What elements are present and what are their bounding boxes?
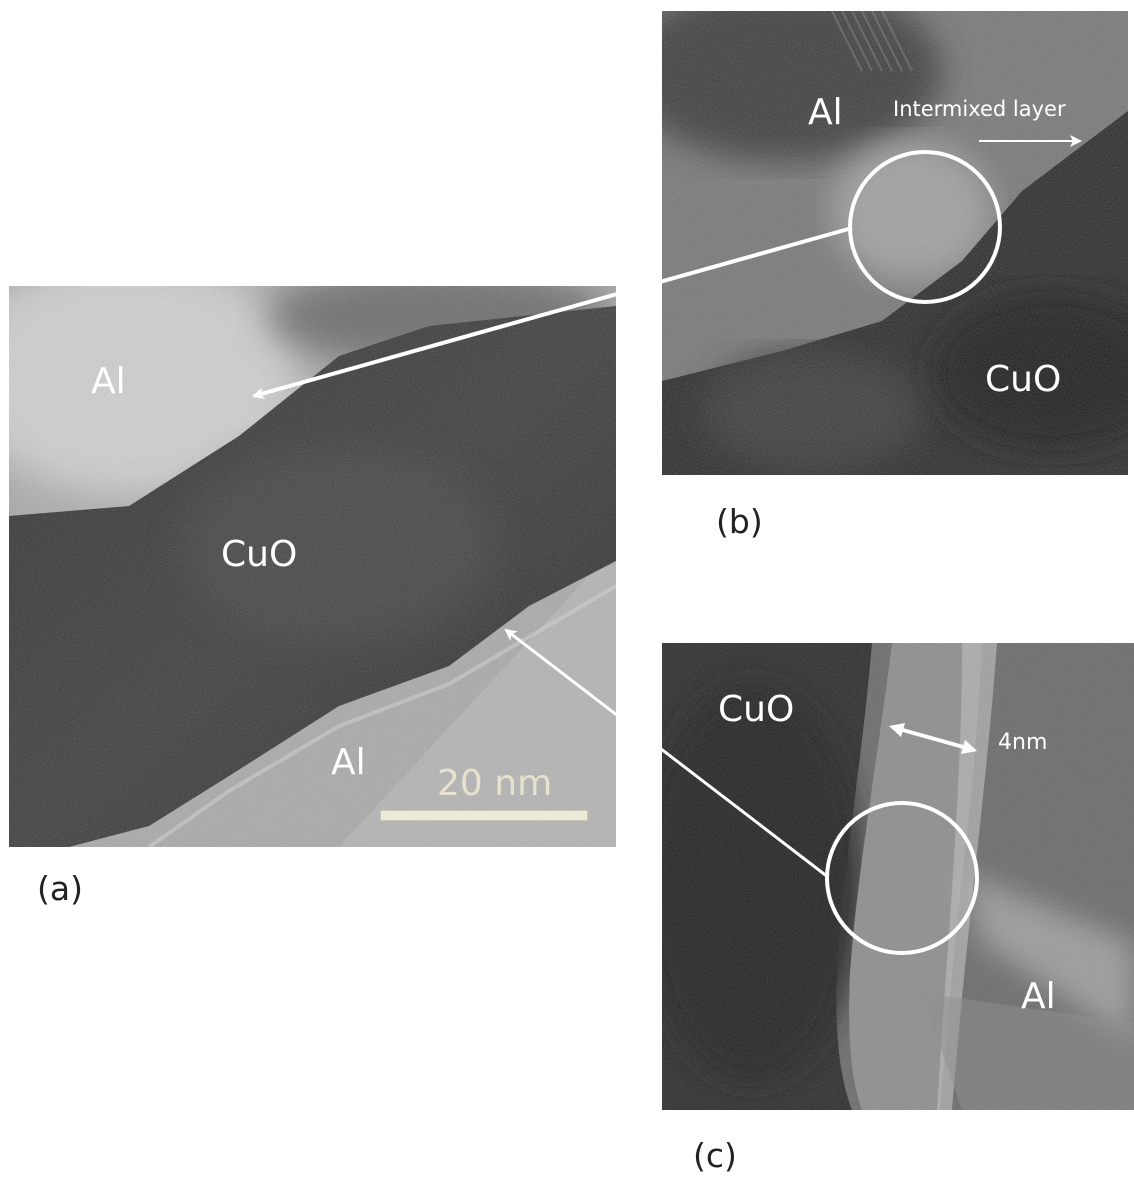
panel-a-micrograph: Al CuO Al 20 nm bbox=[9, 286, 616, 847]
caption-c: (c) bbox=[693, 1136, 737, 1175]
scale-bar bbox=[380, 810, 588, 821]
label-cuo: CuO bbox=[985, 359, 1062, 400]
caption-b: (b) bbox=[716, 502, 763, 541]
label-al: Al bbox=[808, 92, 843, 133]
label-al: Al bbox=[1021, 976, 1056, 1017]
label-al-top: Al bbox=[91, 361, 126, 402]
label-al-bottom: Al bbox=[331, 742, 366, 783]
panel-b-micrograph: Al Intermixed layer CuO bbox=[662, 11, 1128, 475]
scale-bar-label: 20 nm bbox=[437, 763, 553, 804]
panel-c-micrograph: CuO 4nm Al bbox=[662, 643, 1134, 1110]
caption-a: (a) bbox=[37, 869, 83, 908]
label-thickness-4nm: 4nm bbox=[998, 730, 1048, 755]
panel-b-image bbox=[662, 11, 1128, 475]
label-intermixed-layer: Intermixed layer bbox=[893, 97, 1066, 121]
label-cuo: CuO bbox=[718, 689, 795, 730]
label-cuo: CuO bbox=[221, 534, 298, 575]
